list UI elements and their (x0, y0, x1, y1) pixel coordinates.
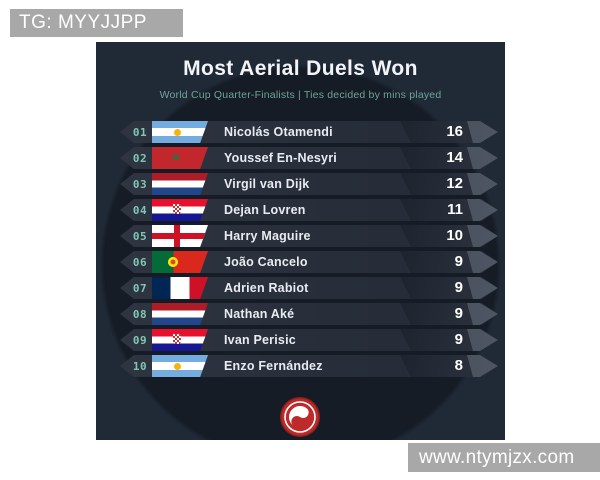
value-badge (400, 303, 498, 325)
argentina-flag-icon (152, 355, 208, 377)
leaderboard-row: 05 Harry Maguire 10 (120, 225, 498, 247)
value-label: 16 (446, 123, 463, 140)
value-label: 14 (446, 149, 463, 166)
player-name: Enzo Fernández (224, 359, 323, 373)
france-flag-icon (152, 277, 208, 299)
leaderboard-row: 04 Dejan Lovren 11 (120, 199, 498, 221)
infographic-card: Most Aerial Duels Won World Cup Quarter-… (96, 42, 505, 440)
player-name: Dejan Lovren (224, 203, 306, 217)
leaderboard-row: 03 Virgil van Dijk 12 (120, 173, 498, 195)
player-name: João Cancelo (224, 255, 308, 269)
arrow-tip-icon (467, 355, 498, 377)
leaderboard-row: 07 Adrien Rabiot 9 (120, 277, 498, 299)
leaderboard-row: 10 Enzo Fernández 8 (120, 355, 498, 377)
leaderboard-row: 06 João Cancelo 9 (120, 251, 498, 273)
telegram-handle-badge: TG: MYYJJPP (10, 9, 183, 37)
rank-label: 08 (132, 308, 148, 321)
rank-label: 10 (132, 360, 148, 373)
value-badge (400, 329, 498, 351)
netherlands-flag-icon (152, 173, 208, 195)
value-label: 8 (454, 357, 463, 374)
player-name: Nathan Aké (224, 307, 295, 321)
england-flag-icon (152, 225, 208, 247)
leaderboard-row: 09 Ivan Perisic 9 (120, 329, 498, 351)
rank-label: 01 (132, 126, 148, 139)
croatia-flag-icon (152, 329, 208, 351)
yin-yang-logo-icon (280, 397, 320, 437)
arrow-tip-icon (467, 329, 498, 351)
player-name: Ivan Perisic (224, 333, 296, 347)
value-label: 9 (454, 279, 463, 296)
value-label: 9 (454, 253, 463, 270)
value-badge (400, 355, 498, 377)
value-badge (400, 251, 498, 273)
value-label: 10 (446, 227, 463, 244)
rank-label: 09 (132, 334, 148, 347)
rank-label: 03 (132, 178, 148, 191)
rank-label: 05 (132, 230, 148, 243)
rank-label: 02 (132, 152, 148, 165)
page-subtitle: World Cup Quarter-Finalists | Ties decid… (159, 89, 442, 101)
value-label: 11 (447, 201, 463, 218)
rank-label: 04 (132, 204, 148, 217)
leaderboard-row: 08 Nathan Aké 9 (120, 303, 498, 325)
leaderboard-row: 02 Youssef En-Nesyri 14 (120, 147, 498, 169)
arrow-tip-icon (467, 277, 498, 299)
value-badge (400, 277, 498, 299)
player-name: Harry Maguire (224, 229, 311, 243)
value-label: 12 (446, 175, 463, 192)
player-name: Nicolás Otamendi (224, 125, 333, 139)
arrow-tip-icon (467, 303, 498, 325)
watermark: www.ntymjzx.com (408, 443, 600, 472)
player-name: Youssef En-Nesyri (224, 151, 337, 165)
value-label: 9 (454, 331, 463, 348)
leaderboard-row: 01 Nicolás Otamendi 16 (120, 121, 498, 143)
player-name: Virgil van Dijk (224, 177, 310, 191)
arrow-tip-icon (467, 251, 498, 273)
morocco-flag-icon (152, 147, 208, 169)
leaderboard: 01 Nicolás Otamendi 16 02 Youssef En-Nes… (120, 121, 498, 381)
argentina-flag-icon (152, 121, 208, 143)
page-title: Most Aerial Duels Won (183, 57, 418, 80)
rank-label: 06 (132, 256, 148, 269)
croatia-flag-icon (152, 199, 208, 221)
portugal-flag-icon (152, 251, 208, 273)
netherlands-flag-icon (152, 303, 208, 325)
value-label: 9 (454, 305, 463, 322)
rank-label: 07 (132, 282, 148, 295)
player-name: Adrien Rabiot (224, 281, 309, 295)
